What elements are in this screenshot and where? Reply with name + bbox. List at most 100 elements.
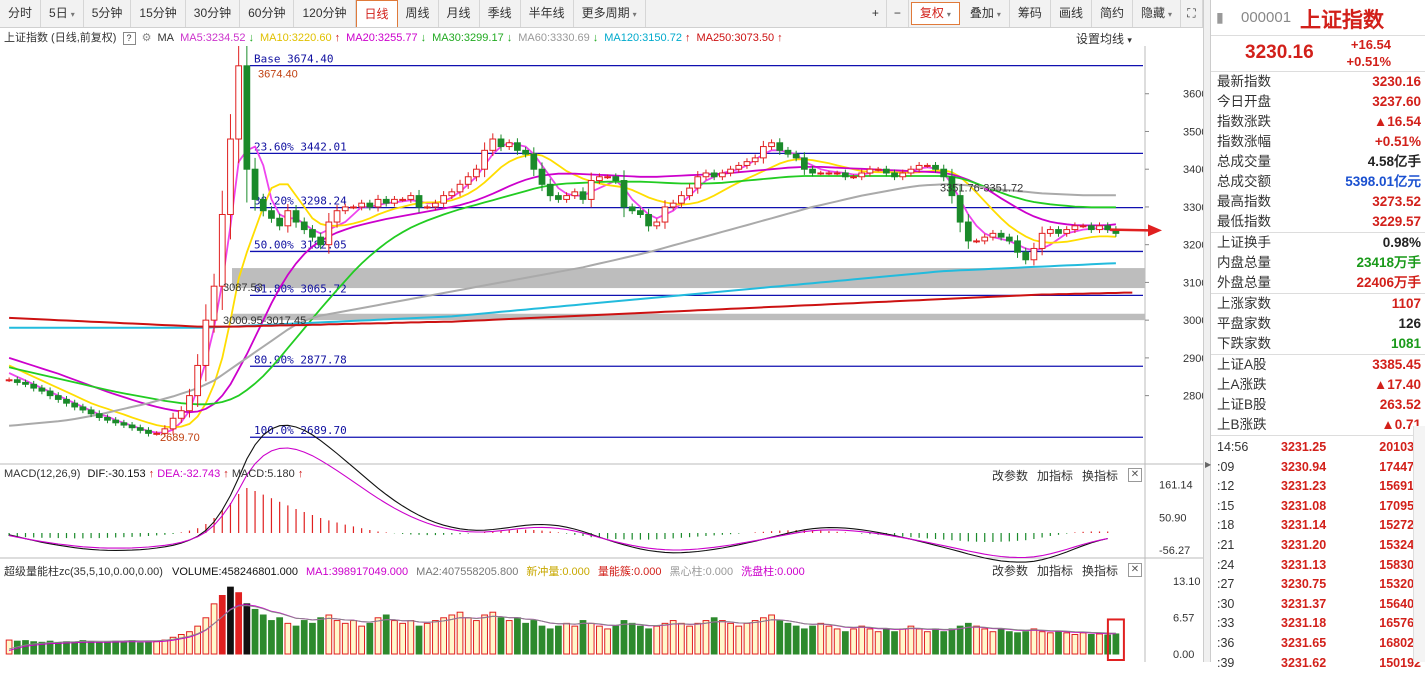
candle-body — [38, 387, 46, 392]
macd-change-params-button[interactable]: 改参数 — [992, 469, 1029, 483]
volume-bar — [866, 628, 874, 655]
panel-splitter[interactable]: ▶ — [1203, 0, 1211, 662]
volume-bar — [1071, 634, 1079, 655]
sidebar-toggle-icon[interactable]: ▮ — [1216, 9, 1224, 25]
period-button-7[interactable]: 日线 — [355, 0, 398, 27]
tick-row: :18 3231.14 152724 — [1211, 516, 1425, 536]
macd-switch-indicator-button[interactable]: 换指标 — [1082, 469, 1119, 483]
candle-body — [71, 402, 79, 408]
period-button-0[interactable]: 分时 — [0, 0, 42, 27]
period-label: 周线 — [405, 6, 430, 20]
volume-close-icon[interactable]: ✕ — [1128, 563, 1142, 577]
kline-chart-area[interactable]: 2800.00 2900.00 3000.00 3100.00 3200.00 3300.… — [0, 46, 1203, 662]
period-button-2[interactable]: 5分钟 — [84, 0, 132, 27]
up-arrow-icon: ↑ — [148, 468, 155, 480]
volume-bar — [235, 592, 243, 655]
volume-bar — [440, 617, 447, 655]
volume-switch-indicator-button[interactable]: 换指标 — [1082, 564, 1119, 578]
volume-bar — [325, 614, 333, 655]
tick-time: :30 — [1217, 596, 1235, 611]
period-button-6[interactable]: 120分钟 — [294, 0, 356, 27]
volume-bar — [186, 631, 193, 655]
tool-button-6[interactable]: 简约 — [1092, 0, 1133, 27]
period-button-10[interactable]: 季线 — [480, 0, 521, 27]
stat-value: 263.52 — [1379, 397, 1421, 412]
tool-button-3[interactable]: 叠加 ▾ — [962, 0, 1010, 27]
volume-bar — [628, 622, 636, 655]
volume-bar — [202, 617, 210, 655]
stat-row: 上证A股 3385.45 — [1211, 355, 1425, 375]
y-tick-label: 3600.00 — [1183, 89, 1203, 101]
candle-body — [874, 168, 882, 171]
tool-button-7[interactable]: 隐藏 ▾ — [1133, 0, 1181, 27]
volume-bar — [899, 628, 907, 655]
stat-value: 3230.16 — [1372, 74, 1421, 89]
help-icon[interactable]: ? — [122, 32, 136, 45]
candle-body — [177, 410, 185, 419]
candle-body — [218, 213, 226, 287]
candle-body — [1104, 225, 1112, 231]
stat-label: 总成交额 — [1217, 174, 1271, 189]
volume-bar — [776, 620, 784, 655]
stat-label: 下跌家数 — [1217, 336, 1271, 351]
candle-body — [1063, 229, 1071, 234]
tool-button-5[interactable]: 画线 — [1051, 0, 1092, 27]
volume-bar — [596, 625, 603, 655]
fullscreen-icon[interactable]: ⛶ — [1181, 0, 1203, 27]
ma-settings-button[interactable]: 设置均线 ▾ — [1076, 30, 1132, 47]
period-button-11[interactable]: 半年线 — [521, 0, 574, 27]
quote-panel: ▮ 000001 上证指数 3230.16 +16.54 +0.51% 最新指数… — [1211, 0, 1425, 670]
settings-gear-icon[interactable]: ⚙ — [141, 32, 152, 44]
candle-body — [964, 221, 972, 242]
period-button-3[interactable]: 15分钟 — [131, 0, 186, 27]
stat-value: ▲17.40 — [1373, 377, 1421, 392]
period-button-8[interactable]: 周线 — [398, 0, 439, 27]
candle-body — [596, 176, 603, 182]
candle-body — [940, 168, 948, 178]
volume-bar — [817, 622, 825, 655]
tick-list-scrollbar[interactable] — [1413, 426, 1425, 662]
stat-value: 23418万手 — [1356, 255, 1421, 270]
tool-button-2[interactable]: 复权 ▾ — [910, 2, 960, 25]
volume-add-indicator-button[interactable]: 加指标 — [1037, 564, 1074, 578]
candle-body — [407, 195, 415, 200]
candle-body — [325, 221, 333, 246]
period-button-1[interactable]: 5日 ▾ — [41, 0, 84, 27]
volume-bar — [407, 620, 415, 655]
tool-button-1[interactable]: − — [887, 0, 909, 27]
tick-list[interactable]: 14:56 3231.25 201030:09 3230.94 174478:12 323… — [1211, 435, 1425, 673]
volume-change-params-button[interactable]: 改参数 — [992, 564, 1029, 578]
volume-bar — [161, 639, 169, 655]
stat-value: ▲16.54 — [1373, 114, 1421, 129]
tick-price: 3231.25 — [1281, 440, 1327, 454]
macd-dif-line — [8, 424, 1108, 563]
tick-time: :24 — [1217, 557, 1235, 572]
macd-close-icon[interactable]: ✕ — [1128, 468, 1142, 482]
volume-bar — [276, 617, 284, 655]
candle-body — [391, 198, 398, 204]
period-button-9[interactable]: 月线 — [439, 0, 480, 27]
ma-item-6: MA250:3073.50 — [696, 32, 775, 44]
volume-bar — [473, 620, 480, 655]
macd-add-indicator-button[interactable]: 加指标 — [1037, 469, 1074, 483]
volume-bar — [497, 617, 505, 655]
current-price: 3230.16 — [1245, 42, 1314, 63]
volume-y-tick-label: 6.57 — [1173, 612, 1194, 624]
tick-row: :09 3230.94 174478 — [1211, 458, 1425, 478]
volume-bar — [391, 620, 398, 655]
period-label: 30分钟 — [193, 6, 232, 20]
period-button-4[interactable]: 30分钟 — [186, 0, 241, 27]
candle-body — [948, 176, 956, 197]
stat-row: 指数涨幅 +0.51% — [1211, 132, 1425, 152]
period-button-12[interactable]: 更多周期 ▾ — [574, 0, 646, 27]
period-button-5[interactable]: 60分钟 — [240, 0, 295, 27]
candle-body — [817, 172, 825, 175]
tool-button-4[interactable]: 筹码 — [1010, 0, 1051, 27]
macd-legend: MACD(12,26,9) DIF:-30.153 ↑ DEA:-32.743 … — [4, 468, 303, 480]
tick-time: :39 — [1217, 655, 1235, 670]
volume-bar — [833, 628, 841, 655]
candle-body — [161, 428, 169, 434]
tool-button-0[interactable]: + — [865, 0, 887, 27]
price-change-block: +16.54 +0.51% — [1341, 36, 1391, 70]
